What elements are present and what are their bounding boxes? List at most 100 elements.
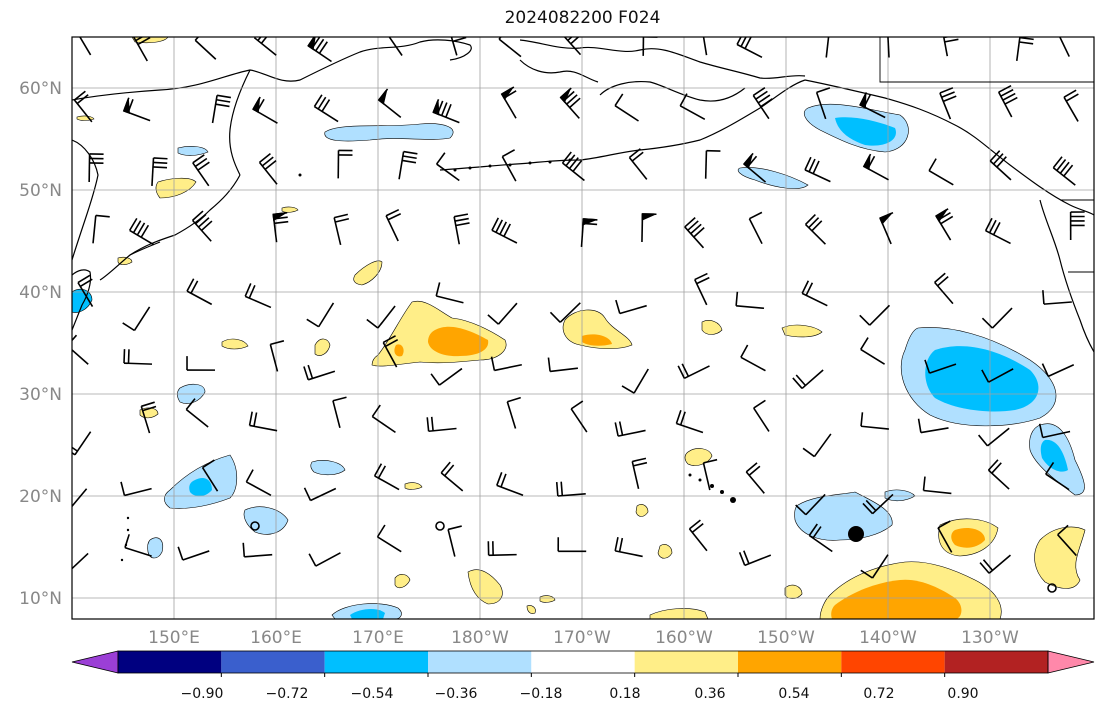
longitude-labels: 150°E 160°E 170°E 180°W 170°W 160°W 150°… xyxy=(148,628,1019,648)
coastline-bc xyxy=(1039,199,1094,353)
wind-barb xyxy=(859,92,886,119)
island-aleutian-6 xyxy=(548,160,552,164)
pos-region-small-14 xyxy=(76,115,95,121)
wind-barb xyxy=(1069,211,1085,241)
island-hawaii-2 xyxy=(698,478,702,482)
pos-region-hawaii xyxy=(684,448,713,466)
lat-label: 40°N xyxy=(19,283,62,303)
pos-region-mid xyxy=(562,309,633,350)
pos-region-small-10 xyxy=(635,504,649,517)
wind-barb xyxy=(430,367,463,386)
wind-barb xyxy=(385,208,402,242)
wind-barb xyxy=(815,87,831,120)
pos-region-small-1 xyxy=(353,260,383,286)
wind-barb xyxy=(491,217,518,244)
pos-region-central-spot xyxy=(394,344,404,357)
wind-barb xyxy=(377,88,402,118)
coastline-kamchatka xyxy=(99,174,241,281)
wind-barb xyxy=(72,431,92,456)
wind-barb xyxy=(742,152,767,183)
wind-barb xyxy=(307,37,332,63)
border-alaska-yukon xyxy=(879,37,1094,83)
colorbar-segment xyxy=(634,651,738,673)
lat-label: 60°N xyxy=(19,79,62,99)
lat-label: 10°N xyxy=(19,589,62,609)
wind-barb xyxy=(917,418,949,434)
wind-barb xyxy=(641,213,657,242)
wind-barb xyxy=(450,37,467,56)
wind-barb xyxy=(862,153,889,181)
wind-barb xyxy=(123,349,153,365)
wind-barb xyxy=(500,86,517,119)
wind-barb xyxy=(185,398,209,428)
wind-barb xyxy=(1063,89,1079,122)
neg-region-west-1-core xyxy=(189,478,212,497)
coastline-kuril xyxy=(129,241,161,256)
wind-barb xyxy=(735,291,765,310)
colorbar-tick-label: 0.72 xyxy=(863,686,894,702)
coastline-siberia xyxy=(72,39,472,101)
lon-label: 160°E xyxy=(250,628,302,648)
wind-barb xyxy=(72,552,89,570)
wind-barb xyxy=(382,335,399,368)
wind-barb xyxy=(928,158,954,186)
wind-barb xyxy=(860,337,885,365)
wind-barb xyxy=(72,334,89,365)
wind-barb xyxy=(981,307,1013,329)
wind-barb xyxy=(1058,37,1070,57)
pos-region-small-9 xyxy=(657,544,673,559)
wind-barb xyxy=(373,463,400,491)
wind-barb xyxy=(792,369,824,390)
wind-barb xyxy=(978,427,1010,447)
wind-barb xyxy=(684,217,705,249)
wind-barb xyxy=(79,37,92,56)
colorbar-segment xyxy=(944,651,1048,673)
wind-barb xyxy=(860,412,889,430)
wind-barb xyxy=(1052,156,1076,186)
wind-barb xyxy=(132,37,151,62)
wind-barb xyxy=(934,272,954,305)
wind-barb xyxy=(559,87,581,119)
colorbar xyxy=(71,650,1095,677)
coastline-seward xyxy=(519,59,599,83)
pos-region-small-2 xyxy=(155,177,197,199)
island-aleutian-1 xyxy=(453,168,457,172)
wind-barb xyxy=(1038,423,1071,439)
wind-barb xyxy=(120,481,152,497)
wind-barb xyxy=(679,93,706,121)
wind-barb xyxy=(738,550,772,567)
wind-barb xyxy=(753,399,770,432)
wind-barb xyxy=(177,546,210,561)
map-frame xyxy=(71,36,1095,620)
wind-barb xyxy=(447,525,462,557)
island-aleutian-4 xyxy=(508,163,512,167)
wind-barb xyxy=(435,282,464,304)
coastline-alaska-north xyxy=(519,39,806,80)
wind-barb xyxy=(887,37,890,58)
wind-barb xyxy=(937,520,953,553)
wind-barb xyxy=(631,457,648,489)
lon-label: 150°E xyxy=(148,628,200,648)
wind-barb xyxy=(997,84,1018,118)
wind-barb xyxy=(924,359,957,374)
wind-barb xyxy=(859,304,891,326)
wind-barb xyxy=(621,368,649,394)
wind-barb xyxy=(306,302,335,328)
wind-barb xyxy=(242,542,273,558)
wind-barb xyxy=(825,37,830,58)
wind-barb xyxy=(1015,37,1034,61)
wind-barb xyxy=(453,213,470,245)
wind-barb xyxy=(979,554,1011,574)
lat-label: 20°N xyxy=(19,487,62,507)
wind-barb xyxy=(547,357,578,373)
wind-barb xyxy=(614,537,643,558)
colorbar-segment xyxy=(118,651,222,673)
political-borders xyxy=(879,37,1094,273)
wind-barb xyxy=(860,554,889,579)
colorbar-tick-label: −0.36 xyxy=(435,686,478,702)
colorbar-segment xyxy=(324,651,428,673)
wind-barb xyxy=(186,356,216,371)
wind-barb xyxy=(498,37,522,58)
colorbar-frame xyxy=(117,650,1049,674)
gridlines xyxy=(72,37,1094,619)
